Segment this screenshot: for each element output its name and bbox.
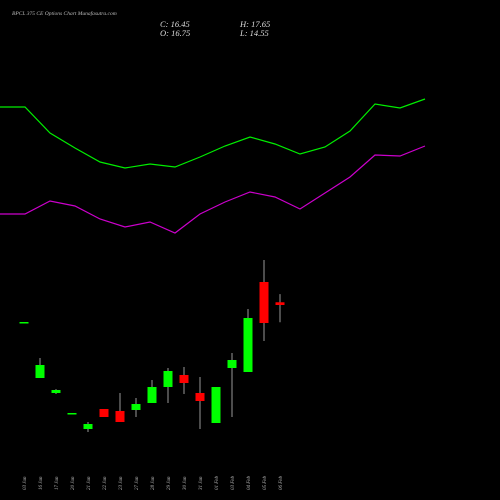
x-tick-label: 05 Feb [263,475,268,490]
candle-body [115,411,125,422]
x-tick-label: 28 Jan [151,476,156,490]
x-tick-label: 27 Jan [135,476,140,490]
candle-body [259,282,269,323]
x-tick-label: 06 Feb [279,475,284,490]
x-tick-label: 03 Feb [231,475,236,490]
x-tick-label: 16 Jan [39,476,44,490]
band-line [0,145,426,234]
candle-body [67,413,77,415]
chart-title: BPCL 375 CE Options Chart Munafasutra.co… [12,10,117,17]
candle-body [243,318,253,372]
candle-body [35,365,45,378]
candle-body [83,424,93,429]
close-label: C: 16.45 [160,19,190,29]
candle-body [147,387,157,403]
candle-body [131,404,141,410]
x-tick-label: 31 Jan [199,476,204,490]
candle-body [19,322,29,324]
candle-body [275,302,285,305]
candle-body [163,371,173,387]
low-label: L: 14.55 [239,28,269,38]
open-label: O: 16.75 [160,28,190,38]
x-tick-label: 30 Jan [183,476,188,490]
x-tick-label: 01 Feb [215,475,220,490]
candle-body [211,387,221,423]
x-tick-label: 03 Jan [23,476,28,490]
band-line [0,98,426,169]
x-tick-label: 29 Jan [167,476,172,490]
x-tick-label: 20 Jan [71,476,76,490]
x-tick-label: 17 Jan [55,476,60,490]
x-tick-label: 21 Jan [87,476,92,490]
candle-body [51,390,61,393]
high-label: H: 17.65 [239,19,270,29]
candle-body [195,393,205,401]
candle-body [179,375,189,383]
x-tick-label: 23 Jan [119,476,124,490]
candle-body [227,360,237,368]
x-tick-label: 22 Jan [103,476,108,490]
x-tick-label: 04 Feb [247,475,252,490]
candle-body [99,409,109,417]
